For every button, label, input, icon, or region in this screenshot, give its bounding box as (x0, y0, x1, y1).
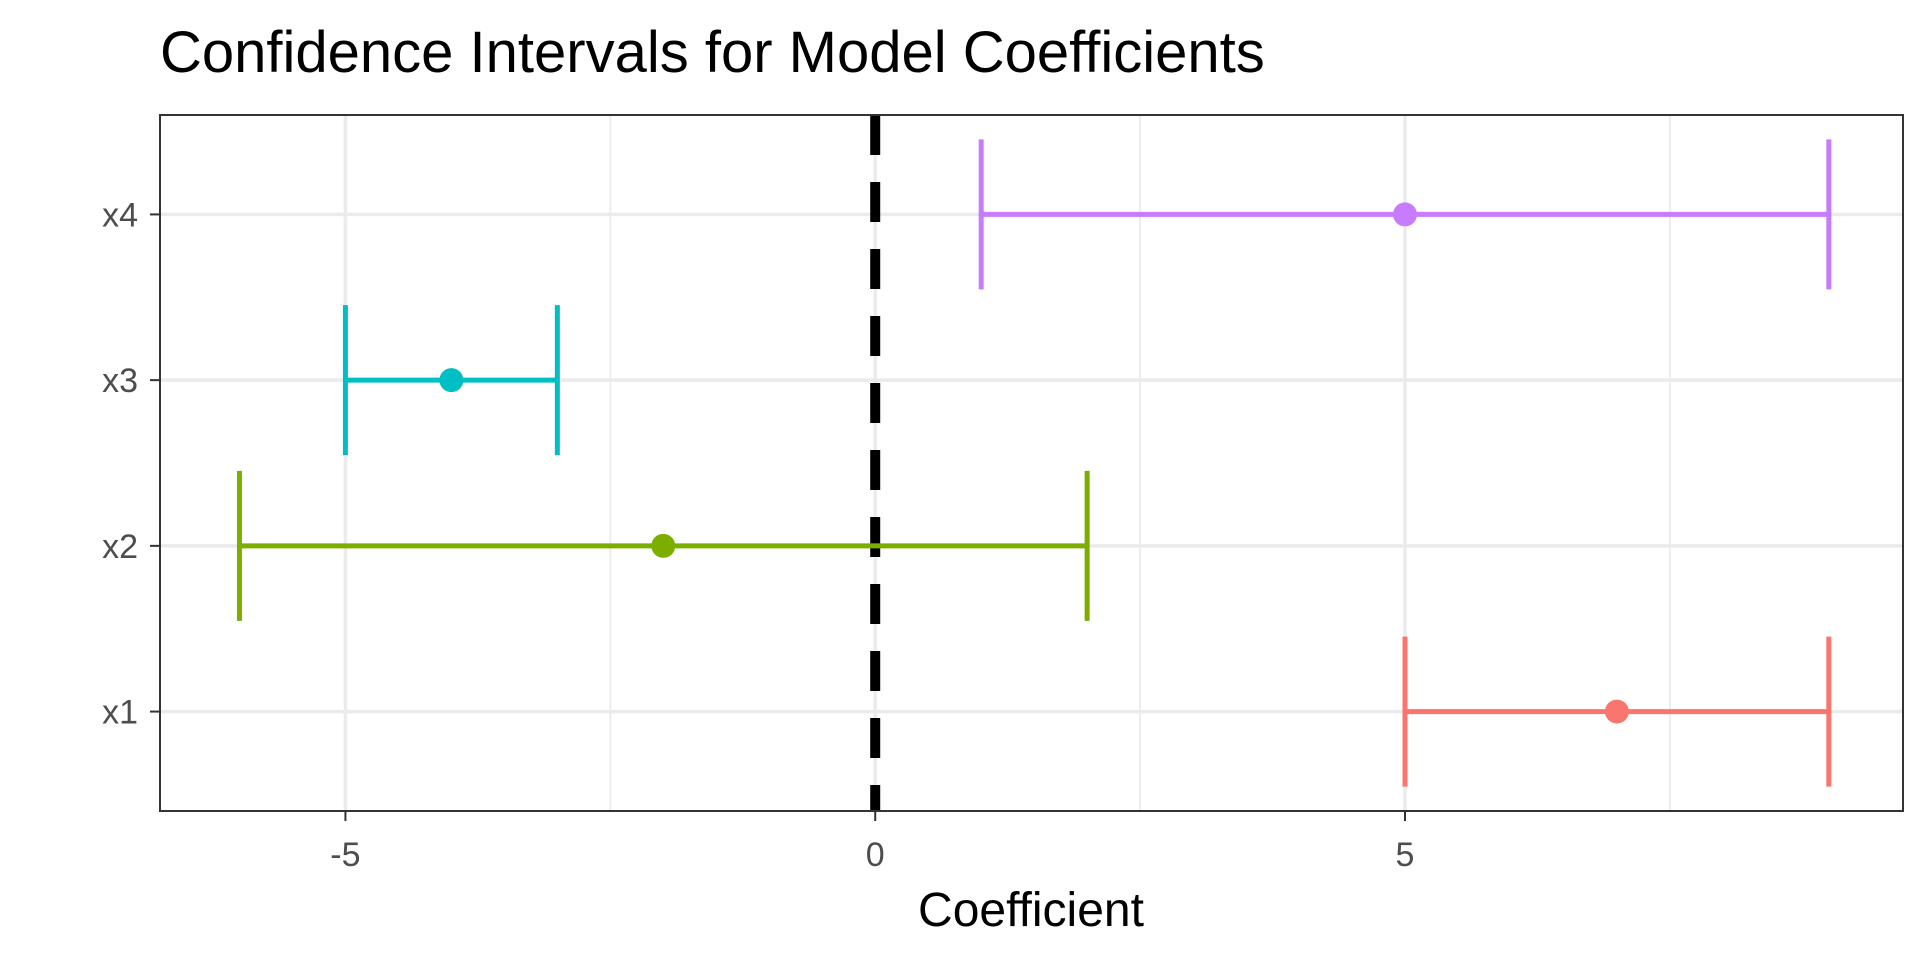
estimate-point-x3 (439, 368, 464, 393)
axes: -5 0 5 x1 x2 x3 x4 (102, 196, 1414, 874)
estimate-point-x1 (1604, 699, 1629, 724)
x-tick-label: 5 (1396, 836, 1415, 874)
x-tick-label: 0 (866, 836, 885, 874)
plot-panel (160, 115, 1903, 811)
plot-border (159, 114, 1904, 812)
x-axis-label: Coefficient (918, 884, 1144, 937)
interval-x2 (236, 470, 1090, 621)
interval-x1 (1402, 636, 1832, 787)
chart-title: Confidence Intervals for Model Coefficie… (160, 20, 1265, 85)
estimate-point-x2 (651, 533, 676, 558)
estimate-point-x4 (1393, 202, 1417, 227)
interval-x4 (978, 139, 1832, 290)
x-tick-label: -5 (330, 836, 360, 874)
interval-marks (236, 139, 1832, 787)
interval-x3 (342, 305, 560, 456)
y-tick-label: x4 (102, 196, 138, 234)
y-tick-label: x3 (102, 362, 138, 400)
y-tick-label: x2 (102, 528, 138, 566)
y-tick-label: x1 (102, 694, 138, 732)
